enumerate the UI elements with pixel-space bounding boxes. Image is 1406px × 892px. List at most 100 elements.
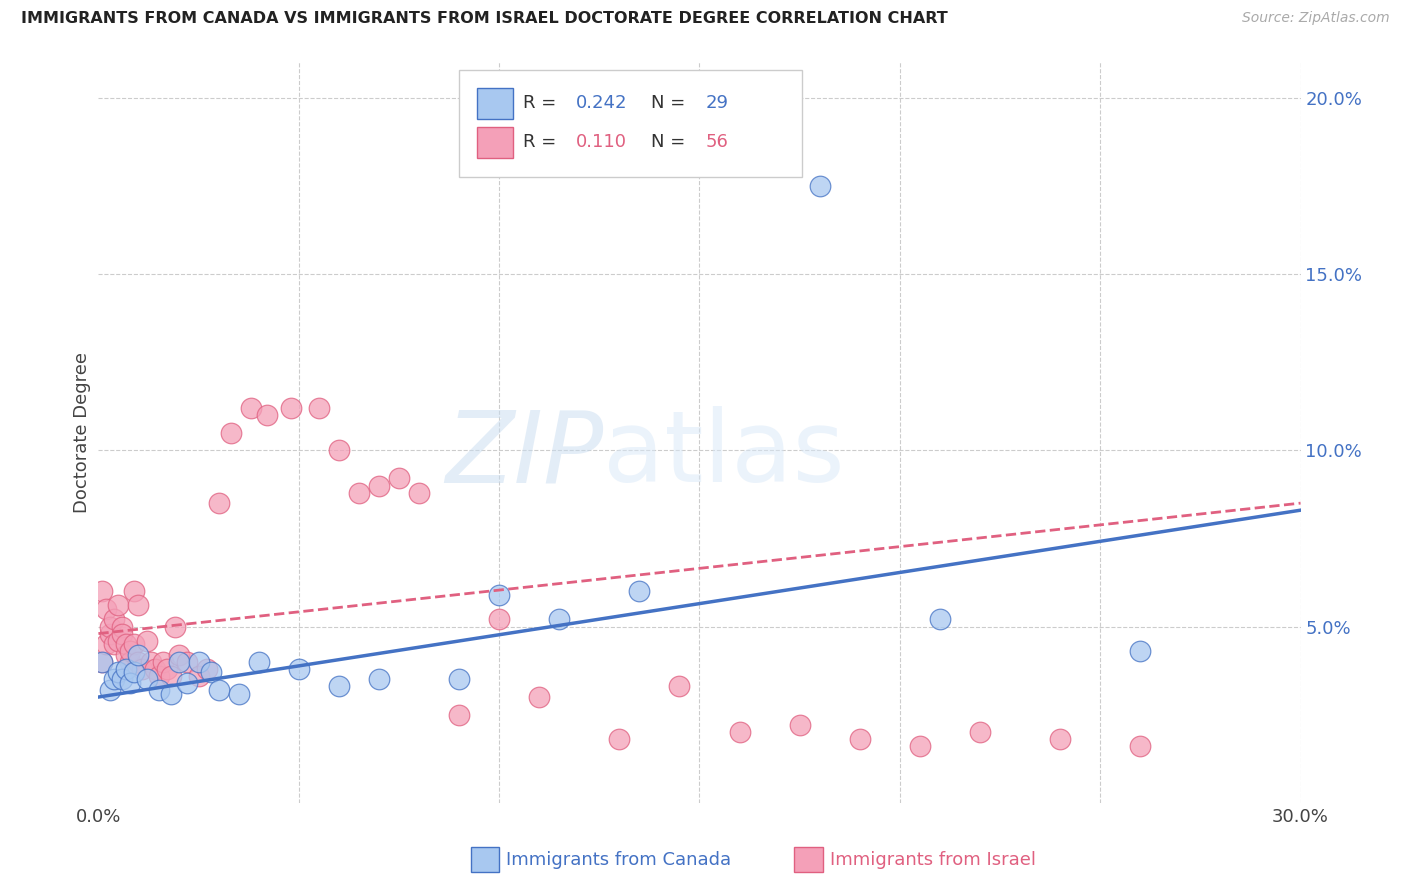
Point [107,665,129,680]
Point [347,485,370,500]
Text: atlas: atlas [603,407,845,503]
Point [120,676,142,690]
Point [447,673,470,687]
Point [247,655,270,669]
Point [107,599,129,613]
FancyBboxPatch shape [458,70,801,178]
Y-axis label: Doctorate Degree: Doctorate Degree [73,352,91,513]
Point [408,485,430,500]
Point [447,707,470,722]
Point [124,637,146,651]
Point [288,662,311,676]
Point [195,662,218,676]
Point [529,690,551,704]
Text: 56: 56 [706,134,728,152]
Point [609,732,631,747]
Point [1129,739,1152,754]
Text: ZIP: ZIP [446,407,603,503]
Point [368,478,391,492]
Bar [477,87,513,119]
Point [159,669,181,683]
Point [139,655,162,669]
Point [239,401,262,415]
Point [159,686,181,700]
Point [789,718,811,732]
Point [111,619,134,633]
Text: 0.242: 0.242 [575,95,627,112]
Point [128,648,150,662]
Point [135,673,157,687]
Text: R =: R = [523,134,562,152]
Point [969,725,991,739]
Text: R =: R = [523,95,562,112]
Point [100,626,122,640]
Point [91,655,114,669]
Point [176,676,198,690]
Text: Immigrants from Israel: Immigrants from Israel [830,851,1036,869]
Text: N =: N = [651,95,692,112]
Text: Immigrants from Canada: Immigrants from Canada [506,851,731,869]
Point [100,683,122,698]
Point [143,662,166,676]
Point [103,673,125,687]
Point [120,644,142,658]
Point [128,655,150,669]
Text: Source: ZipAtlas.com: Source: ZipAtlas.com [1241,11,1389,25]
Point [228,686,250,700]
Point [91,655,114,669]
Point [368,673,391,687]
Point [91,584,114,599]
Point [187,655,209,669]
Point [488,588,510,602]
Point [111,626,134,640]
Point [107,633,129,648]
Point [152,655,174,669]
Point [120,655,142,669]
Point [96,602,118,616]
Point [148,683,170,698]
Point [328,680,350,694]
Point [115,637,138,651]
Point [124,584,146,599]
Point [163,619,186,633]
Point [128,599,150,613]
Point [167,655,190,669]
Point [308,401,330,415]
Point [131,662,153,676]
Text: N =: N = [651,134,692,152]
Point [115,662,138,676]
Point [208,683,231,698]
Point [100,619,122,633]
Point [280,401,302,415]
Point [908,739,931,754]
Point [628,584,651,599]
Point [176,655,198,669]
Point [155,662,177,676]
Text: 0.110: 0.110 [575,134,627,152]
Point [328,443,350,458]
Point [111,673,134,687]
Point [167,648,190,662]
Point [103,637,125,651]
Point [1129,644,1152,658]
Point [103,612,125,626]
Point [728,725,751,739]
Point [187,669,209,683]
Point [200,665,222,680]
Point [148,669,170,683]
Point [115,648,138,662]
Point [208,496,231,510]
Point [388,471,411,485]
Point [668,680,690,694]
Point [808,178,831,193]
Text: 29: 29 [706,95,728,112]
Point [1049,732,1071,747]
Bar [477,127,513,158]
Point [135,633,157,648]
Point [849,732,872,747]
Point [96,637,118,651]
Point [219,425,242,440]
Point [256,408,278,422]
Point [548,612,571,626]
Point [124,665,146,680]
